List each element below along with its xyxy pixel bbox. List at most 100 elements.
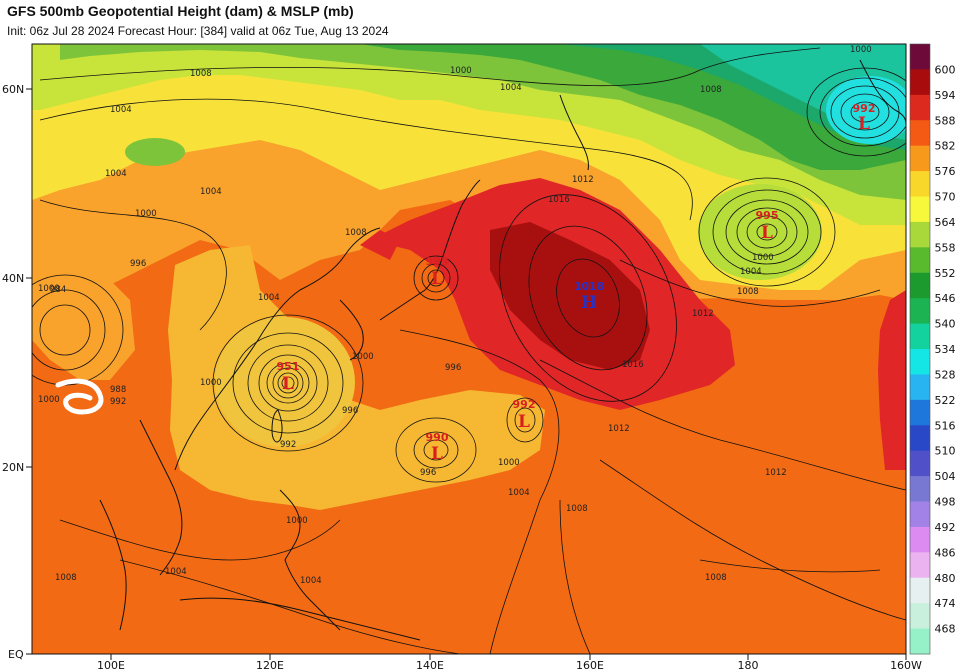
pressure-symbol: L [761,223,773,243]
band-600 [490,222,650,370]
colorbar-label: 552 [935,267,956,280]
colorbar-label: 576 [935,165,956,178]
colorbar-swatch [910,298,930,325]
colorbar-swatch [910,628,930,655]
contour-label: 1004 [110,105,132,115]
pressure-symbol: L [431,269,443,289]
colorbar-swatch [910,196,930,223]
colorbar-label: 510 [935,445,956,458]
colorbar-swatch [910,425,930,452]
colorbar-label: 570 [935,191,956,204]
contour-label: 1012 [765,468,787,478]
pressure-value: 990 [426,431,449,444]
contour-label: 1004 [258,293,280,303]
contour-label: 1000 [38,284,60,294]
contour-label: 992 [280,440,296,450]
colorbar-swatch [910,399,930,426]
pressure-value: 951 [277,360,300,373]
colorbar-label: 546 [935,292,956,305]
lon-label-100e: 100E [97,659,125,672]
low-center-993: 993 L [426,255,449,289]
contour-label: 1008 [705,573,727,583]
white-swirl [55,378,104,415]
contour-label: 1008 [190,69,212,79]
contour-label: 1004 [508,488,530,498]
colorbar-label: 540 [935,318,956,331]
colorbar-swatch [910,221,930,248]
colorbar-label: 504 [935,470,956,483]
contour-label: 1004 [200,187,222,197]
colorbar-label: 528 [935,368,956,381]
pressure-symbol: L [282,374,294,394]
pressure-value: 993 [426,255,449,268]
colorbar-swatch [910,120,930,147]
korea-ridge [360,230,400,260]
colorbar-label: 558 [935,241,956,254]
contour-label: 1008 [737,287,759,297]
axis-ticks [26,88,907,660]
colorbar-swatch [910,577,930,604]
low-center-992: 992 L [513,398,536,432]
lon-label-180: 180 [738,659,759,672]
colorbar-label: 480 [935,572,956,585]
colorbar-swatch [910,526,930,553]
map-frame [31,43,907,655]
low-center-990: 990 L [426,431,449,464]
colorbar-label: 600 [935,63,956,76]
contour-label: 996 [445,363,461,373]
colorbar-label: 486 [935,546,956,559]
pressure-symbol: L [518,412,530,432]
contour-label: 1000 [850,45,872,55]
contour-label: 1008 [55,573,77,583]
lat-label-40n: 40N [2,272,24,285]
lon-label-160w: 160W [890,659,922,672]
colorbar-label: 534 [935,343,956,356]
contour-label: 1008 [345,228,367,238]
low-center-951-typhoon: 951 L [277,360,300,394]
contour-label: 1000 [135,209,157,219]
band-594-east [878,290,906,470]
contour-label: 996 [130,259,146,269]
pressure-symbol: H [581,293,597,313]
colorbar-swatch [910,450,930,477]
colorbar-label: 492 [935,521,956,534]
lat-label-eq: EQ [8,648,24,661]
colorbar-swatch [910,476,930,502]
colorbar-swatch [910,145,930,172]
colorbar-swatch [910,374,930,401]
pressure-centers: 992 L 995 L 993 L 1018 H 951 L 992 L 990… [277,102,876,464]
contour-label: 1000 [752,253,774,263]
contour-label: 996 [342,406,358,416]
contour-label: 988 [110,385,126,395]
contour-label: 1004 [500,83,522,93]
low-center-992-alaska: 992 L [853,102,876,134]
lon-label-140e: 140E [416,659,444,672]
colorbar-swatch [910,171,930,197]
contour-label: 996 [420,468,436,478]
contour-label: 1004 [105,169,127,179]
pressure-value: 992 [853,102,876,115]
contour-label: 992 [110,397,126,407]
colorbar-swatch [910,44,930,70]
contour-label: 1000 [286,516,308,526]
contour-label: 1008 [700,85,722,95]
pressure-value: 992 [513,398,536,411]
colorbar-label: 588 [935,114,956,127]
contour-label: 1012 [692,309,714,319]
colorbar-label: 498 [935,496,956,509]
lon-label-160e: 160E [576,659,604,672]
colorbar-swatch [910,247,930,274]
contour-label: 1000 [352,352,374,362]
chart-title: GFS 500mb Geopotential Height (dam) & MS… [7,3,354,19]
colorbar-frame [909,43,931,655]
pressure-symbol: L [431,444,443,464]
colorbar-swatch [910,69,930,96]
pressure-symbol: L [858,114,870,134]
band-582-south [168,245,545,510]
contour-label: 1008 [566,504,588,514]
contour-label: 1012 [572,175,594,185]
high-center-1018: 1018 H [574,280,605,313]
height-field [32,44,906,654]
contour-label: 1000 [38,395,60,405]
